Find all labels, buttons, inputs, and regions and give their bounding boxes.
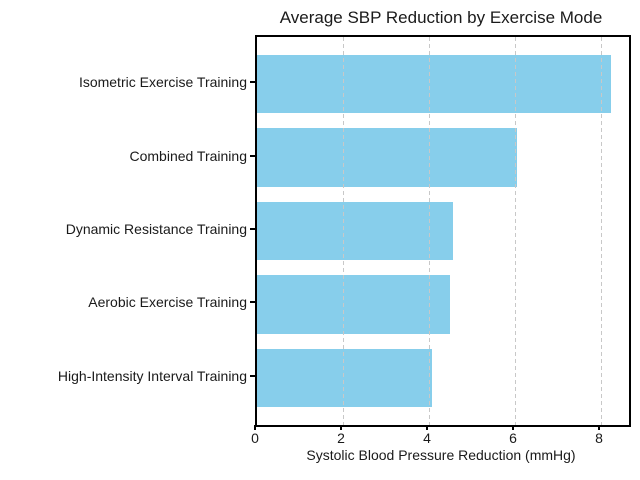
x-tick-6 — [512, 425, 515, 430]
y-tick-2 — [250, 228, 255, 230]
bar-2 — [257, 201, 453, 261]
x-tick-label-8: 8 — [595, 430, 603, 446]
chart-title: Average SBP Reduction by Exercise Mode — [279, 8, 603, 27]
x-tick-8 — [598, 425, 601, 430]
y-axis-label-3: Aerobic Exercise Training — [88, 294, 247, 311]
x-tick-2 — [340, 425, 342, 430]
x-tick-label-6: 6 — [509, 430, 517, 446]
x-tick-label-0: 0 — [251, 430, 259, 446]
gridline-x-6 — [514, 37, 516, 425]
gridline-x-2 — [342, 37, 344, 425]
bar-3 — [257, 275, 451, 334]
x-tick-4 — [426, 425, 429, 430]
bar-4 — [257, 348, 433, 408]
x-tick-0 — [254, 425, 256, 430]
gridline-x-8 — [600, 37, 602, 425]
x-tick-label-4: 4 — [423, 430, 431, 446]
y-tick-0 — [250, 81, 255, 84]
x-axis-label: Systolic Blood Pressure Reduction (mmHg) — [306, 447, 576, 463]
gridline-x-4 — [428, 37, 430, 425]
x-tick-label-2: 2 — [337, 430, 345, 446]
y-tick-3 — [250, 301, 255, 304]
y-axis-label-1: Combined Training — [129, 147, 247, 164]
y-tick-1 — [250, 154, 255, 157]
bar-1 — [257, 128, 517, 187]
y-axis-label-2: Dynamic Resistance Training — [65, 221, 247, 237]
plot-area — [255, 35, 631, 427]
bar-0 — [257, 54, 612, 114]
y-tick-4 — [250, 374, 255, 377]
y-axis-label-0: Isometric Exercise Training — [78, 74, 247, 91]
y-axis-label-4: High-Intensity Interval Training — [57, 367, 247, 384]
